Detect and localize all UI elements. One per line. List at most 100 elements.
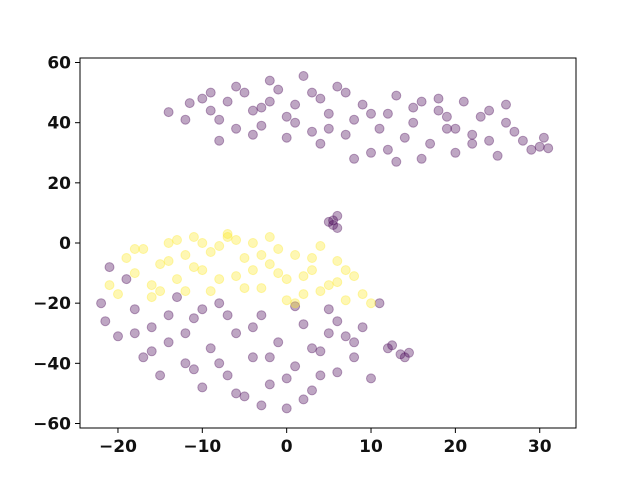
scatter-point-s0-81 — [138, 352, 149, 363]
scatter-point-s1-39 — [163, 256, 174, 266]
scatter-point-s0-20 — [349, 114, 360, 125]
scatter-point-s0-58 — [205, 87, 216, 98]
x-tick-label: −10 — [183, 437, 221, 457]
scatter-point-s0-55 — [264, 75, 275, 86]
scatter-point-s1-43 — [315, 286, 326, 297]
scatter-point-s1-10 — [188, 232, 199, 242]
scatter-point-s0-35 — [475, 111, 486, 122]
scatter-point-s0-22 — [366, 147, 376, 158]
scatter-point-s0-36 — [484, 135, 495, 146]
scatter-point-s0-27 — [408, 117, 419, 128]
scatter-point-s0-13 — [290, 99, 301, 110]
scatter-point-s0-102 — [315, 346, 326, 357]
scatter-point-s0-78 — [113, 331, 123, 342]
scatter-point-s0-44 — [543, 143, 554, 154]
scatter-point-s0-108 — [366, 373, 376, 384]
scatter-point-s0-114 — [374, 298, 385, 309]
scatter-point-s1-48 — [205, 247, 216, 257]
scatter-point-s1-53 — [155, 286, 166, 297]
scatter-point-s0-51 — [416, 153, 427, 164]
x-tick-label: 30 — [528, 437, 552, 457]
scatter-point-s1-27 — [332, 256, 343, 266]
scatter-point-s1-15 — [231, 271, 242, 282]
scatter-point-s0-103 — [323, 304, 334, 315]
scatter-point-s0-122 — [197, 304, 208, 315]
scatter-point-s0-7 — [239, 87, 250, 98]
scatter-point-s0-18 — [332, 81, 343, 92]
x-tick-label: 0 — [281, 437, 293, 457]
scatter-point-s0-59 — [391, 90, 402, 101]
scatter-point-s0-100 — [298, 319, 309, 330]
y-tick-label: −20 — [33, 294, 71, 314]
scatter-point-s0-61 — [501, 99, 511, 110]
scatter-point-s0-29 — [425, 138, 436, 149]
scatter-point-s1-44 — [332, 277, 343, 288]
scatter-point-s1-13 — [214, 241, 225, 251]
scatter-point-s0-130 — [256, 400, 267, 411]
y-tick-label: 20 — [47, 174, 71, 194]
scatter-point-s0-90 — [214, 298, 225, 309]
scatter-point-s0-45 — [214, 135, 225, 146]
scatter-point-s1-46 — [256, 250, 267, 260]
scatter-point-s0-127 — [163, 310, 174, 321]
scatter-point-s0-71 — [332, 210, 343, 221]
scatter-point-s1-41 — [264, 232, 275, 242]
scatter-point-s0-37 — [492, 150, 503, 161]
scatter-point-s1-50 — [239, 283, 250, 294]
scatter-point-s0-47 — [281, 132, 292, 143]
scatter-point-s0-76 — [100, 316, 111, 327]
scatter-point-s0-63 — [408, 102, 419, 113]
scatter-point-s0-73 — [332, 223, 343, 233]
scatter-point-s0-12 — [281, 111, 292, 122]
scatter-point-s0-87 — [188, 313, 199, 324]
scatter-point-s0-3 — [205, 105, 216, 116]
scatter-point-s1-34 — [214, 274, 225, 285]
scatter-point-s1-30 — [357, 289, 368, 300]
scatter-point-s0-39 — [509, 126, 520, 137]
scatter-point-s0-72 — [328, 215, 339, 226]
scatter-point-s0-96 — [264, 379, 275, 390]
scatter-point-s0-99 — [290, 361, 301, 372]
scatter-point-s0-65 — [366, 108, 376, 119]
scatter-point-s1-11 — [197, 265, 208, 276]
scatter-point-s0-10 — [264, 96, 275, 107]
scatter-point-s0-68 — [290, 117, 301, 128]
scatter-point-s0-33 — [458, 96, 469, 107]
scatter-point-s0-126 — [315, 370, 326, 381]
scatter-point-s0-21 — [357, 99, 368, 110]
scatter-point-s0-23 — [374, 123, 385, 134]
scatter-point-s0-54 — [231, 81, 242, 92]
scatter-point-s0-8 — [247, 105, 258, 116]
scatter-point-s1-52 — [307, 253, 317, 263]
scatter-point-s1-36 — [281, 295, 292, 306]
scatter-point-s0-110 — [387, 340, 398, 351]
scatter-point-s1-22 — [290, 250, 301, 260]
x-axis: −20 −10 0 10 20 30 — [99, 428, 552, 457]
scatter-point-s1-5 — [146, 280, 157, 291]
scatter-point-s0-88 — [197, 382, 208, 393]
scatter-point-s0-2 — [197, 93, 208, 104]
scatter-point-s0-31 — [441, 123, 452, 134]
scatter-point-s1-28 — [340, 295, 351, 306]
scatter-point-s0-75 — [96, 298, 107, 309]
scatter-point-s0-66 — [323, 123, 334, 134]
scatter-point-s0-84 — [163, 337, 174, 348]
scatter-point-s0-48 — [315, 138, 326, 149]
scatter-point-s0-4 — [214, 114, 225, 125]
scatter-point-s0-92 — [231, 328, 242, 339]
scatter-point-s0-19 — [340, 129, 351, 140]
scatter-point-s0-98 — [281, 403, 292, 414]
scatter-point-s0-38 — [501, 117, 511, 128]
y-axis: −60 −40 −20 0 20 40 60 — [33, 54, 80, 434]
scatter-point-s0-82 — [146, 322, 157, 333]
scatter-point-s1-23 — [298, 289, 309, 300]
scatter-point-s0-40 — [517, 135, 528, 146]
scatter-point-s0-97 — [273, 337, 284, 348]
scatter-point-s0-77 — [104, 262, 115, 273]
scatter-point-s1-49 — [172, 235, 182, 245]
scatter-point-s1-35 — [247, 265, 258, 276]
scatter-point-s0-121 — [332, 316, 343, 327]
x-tick-label: 10 — [359, 437, 383, 457]
scatter-point-s1-19 — [264, 259, 275, 270]
scatter-point-s0-56 — [307, 87, 317, 98]
